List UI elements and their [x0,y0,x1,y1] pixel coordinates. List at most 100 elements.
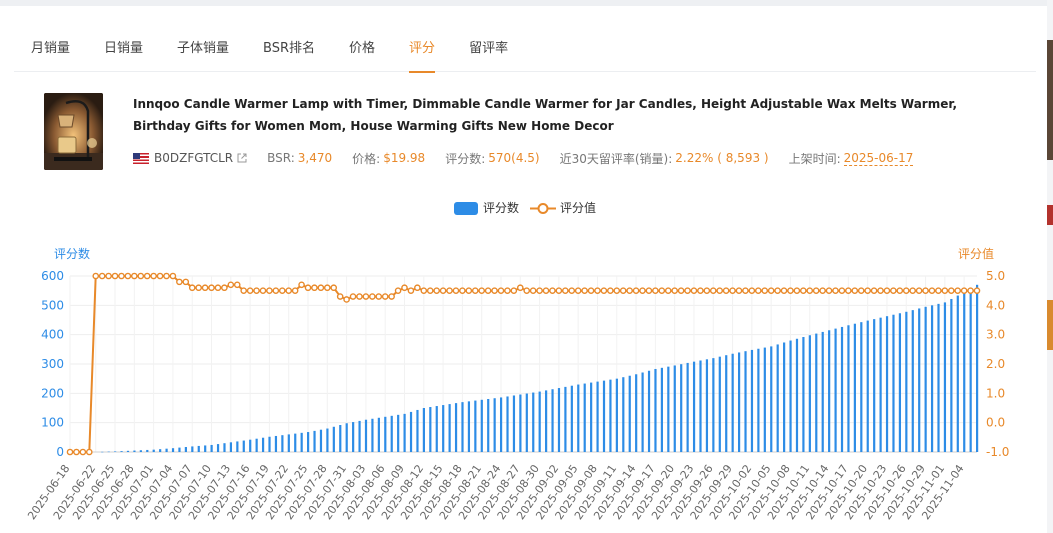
external-link-icon[interactable] [237,153,247,163]
point-rating-value [845,287,852,294]
bar-rating-count [834,328,837,452]
bar-rating-count [963,292,966,452]
listed-date-value[interactable]: 2025-06-17 [843,150,914,166]
bar-rating-count [416,409,419,452]
point-rating-value [246,287,254,294]
product-thumbnail[interactable] [44,93,103,170]
bar-rating-count [242,440,245,452]
point-rating-value [343,296,350,303]
point-rating-value [208,284,215,292]
point-rating-value [285,287,293,294]
tab-monthly-sales[interactable]: 月销量 [31,40,71,56]
bar-rating-count [737,352,741,452]
bar-rating-count [229,442,233,452]
bar-rating-count [757,348,760,452]
point-rating-value [369,293,376,300]
point-rating-value [922,287,929,294]
point-rating-value [883,287,891,294]
point-rating-value [594,287,601,294]
tab-review-rate[interactable]: 留评率 [469,40,509,56]
bar-rating-count [602,380,606,452]
point-rating-value [317,284,325,292]
point-rating-value [182,278,190,286]
bar-rating-count [442,405,445,452]
bar-rating-count [622,377,625,452]
tab-price[interactable]: 价格 [349,40,376,56]
point-rating-value [137,272,145,280]
point-rating-value [278,287,286,294]
point-rating-value [709,287,717,294]
right-axis-tick-label: -1.0 [986,445,1009,459]
point-rating-value [787,287,794,294]
bar-rating-count [763,347,766,452]
point-rating-value [79,448,87,456]
bar-rating-count [557,388,561,452]
bar-rating-count [924,306,927,452]
bar-rating-count [815,333,818,452]
point-rating-value [549,287,556,294]
asin-link[interactable]: B0DZFGTCLR [154,151,234,165]
bar-rating-count [795,338,799,452]
point-rating-value [954,287,962,294]
point-rating-value [607,287,614,294]
rating-count-value: 570(4.5) [488,151,540,165]
product-title[interactable]: Innqoo Candle Warmer Lamp with Timer, Di… [133,97,958,133]
point-rating-value [626,287,633,294]
price-value: $19.98 [383,151,426,165]
bar-rating-count [287,434,290,452]
bar-rating-count [120,451,123,452]
point-rating-value [253,287,260,294]
bar-rating-count [159,449,162,452]
point-rating-value [92,272,100,280]
point-rating-value [414,284,421,292]
point-rating-value [819,287,826,294]
left-axis-tick-label: 200 [41,386,64,400]
bar-rating-count [956,295,959,452]
point-rating-value [118,272,125,280]
rating-count-label: 评分数: [445,151,486,166]
tab-daily-sales[interactable]: 日销量 [104,40,144,56]
bar-rating-count [821,331,824,452]
bar-rating-count [609,379,612,452]
page-background-edge [1047,0,1053,533]
bar-rating-count [300,432,303,452]
point-rating-value [233,281,241,289]
bar-rating-count [216,444,220,452]
tab-bsr-rank[interactable]: BSR排名 [263,40,316,56]
bar-rating-count [905,311,908,452]
listed-date-label: 上架时间: [788,151,841,166]
point-rating-value [780,287,788,294]
point-rating-value [832,287,839,294]
point-rating-value [407,287,415,294]
bar-rating-count [268,436,271,452]
bar-rating-count [705,359,709,452]
left-axis-tick-label: 600 [41,269,64,283]
bar-rating-count [487,399,490,452]
point-rating-value [426,287,434,294]
point-rating-value [105,272,112,280]
point-rating-value [935,287,942,294]
point-rating-value [131,272,138,280]
right-axis-tick-label: 2.0 [986,357,1005,371]
point-rating-value [381,293,389,300]
tab-variant-sales[interactable]: 子体销量 [177,40,230,56]
bar-rating-count [467,401,471,452]
point-rating-value [581,287,588,294]
point-rating-value [523,287,531,294]
bar-rating-count [545,390,548,452]
point-rating-value [967,287,974,294]
point-rating-value [516,284,524,292]
point-rating-value [864,287,871,294]
point-rating-value [465,287,473,294]
tab-rating[interactable]: 评分 [392,20,452,73]
point-rating-value [703,287,711,294]
point-rating-value [111,272,119,280]
bar-rating-count [930,305,934,452]
bar-rating-count [570,385,573,452]
bar-rating-count [107,451,110,453]
bar-rating-count [139,450,142,452]
point-rating-value [812,287,820,294]
point-rating-value [613,287,621,294]
bar-rating-count [680,364,683,452]
